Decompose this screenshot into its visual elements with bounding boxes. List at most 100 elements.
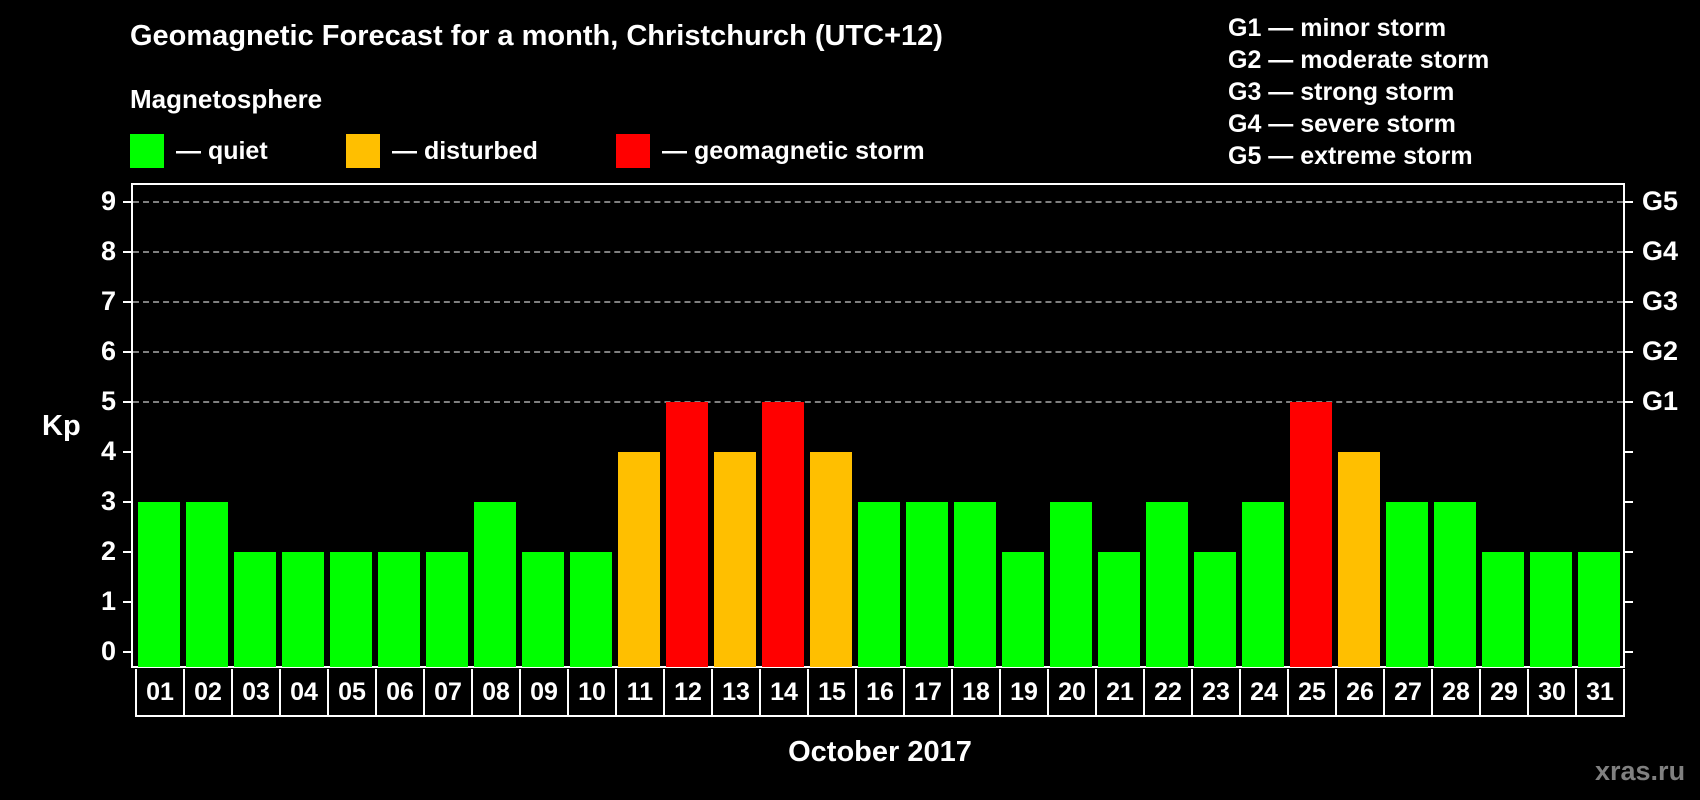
bar-02 [186,502,228,667]
bar-13 [714,452,756,667]
date-label: 27 [1385,669,1433,715]
date-label: 18 [953,669,1001,715]
y-tick-label: 8 [100,236,116,266]
bar-31 [1578,552,1620,667]
date-label: 04 [281,669,329,715]
legend-label: — disturbed [392,136,538,165]
bar-24 [1242,502,1284,667]
bar-16 [858,502,900,667]
date-label: 12 [665,669,713,715]
g1-legend: G1 — minor storm [1228,14,1447,42]
date-label: 05 [329,669,377,715]
legend-storm: — geomagnetic storm [616,134,925,168]
date-label: 09 [521,669,569,715]
date-label: 30 [1529,669,1577,715]
bar-22 [1146,502,1188,667]
bar-23 [1194,552,1236,667]
y-tick-label: 9 [100,186,116,216]
date-label: 08 [473,669,521,715]
bar-12 [666,402,708,667]
date-label: 26 [1337,669,1385,715]
legend-swatch-disturbed [346,134,380,168]
date-label: 10 [569,669,617,715]
g-scale-label: G2 [1642,336,1679,366]
date-label: 07 [425,669,473,715]
gridline [133,301,1623,303]
x-axis-label: October 2017 [788,736,972,768]
y-tick-right [1625,301,1633,303]
y-tick-right [1625,551,1633,553]
g2-legend: G2 — moderate storm [1228,46,1490,74]
y-tick-left [123,551,131,553]
date-label: 28 [1433,669,1481,715]
bar-29 [1482,552,1524,667]
g5-legend: G5 — extreme storm [1228,142,1473,170]
y-tick-right [1625,651,1633,653]
y-tick-left [123,401,131,403]
y-tick-left [123,501,131,503]
g-scale-label: G4 [1642,236,1679,266]
y-tick-right [1625,451,1633,453]
date-label: 01 [137,669,185,715]
bar-06 [378,552,420,667]
bar-21 [1098,552,1140,667]
bar-18 [954,502,996,667]
y-tick-right [1625,401,1633,403]
date-label: 14 [761,669,809,715]
gridline [133,251,1623,253]
g-scale-legend: G1 — minor storm G2 — moderate storm G3 … [1228,12,1489,172]
y-tick-label: 2 [100,536,116,566]
y-axis-label: Kp [42,410,81,442]
y-tick-left [123,351,131,353]
y-tick-left [123,651,131,653]
bar-17 [906,502,948,667]
date-label: 22 [1145,669,1193,715]
bar-28 [1434,502,1476,667]
gridline [133,401,1623,403]
g-scale-label: G1 [1642,386,1679,416]
date-label: 11 [617,669,665,715]
watermark: xras.ru [1595,756,1686,786]
date-label: 29 [1481,669,1529,715]
bar-25 [1290,402,1332,667]
y-tick-left [123,301,131,303]
bar-20 [1050,502,1092,667]
bar-09 [522,552,564,667]
bar-15 [810,452,852,667]
date-label: 21 [1097,669,1145,715]
gridline [133,201,1623,203]
g3-legend: G3 — strong storm [1228,78,1455,106]
bar-07 [426,552,468,667]
date-label: 31 [1577,669,1625,715]
date-label: 13 [713,669,761,715]
bar-30 [1530,552,1572,667]
legend-disturbed: — disturbed [346,134,538,168]
date-label: 03 [233,669,281,715]
legend-swatch-quiet [130,134,164,168]
bar-27 [1386,502,1428,667]
y-tick-left [123,451,131,453]
date-label: 16 [857,669,905,715]
y-tick-left [123,201,131,203]
date-label: 23 [1193,669,1241,715]
date-label: 15 [809,669,857,715]
legend-swatch-storm [616,134,650,168]
date-label: 20 [1049,669,1097,715]
legend-label: — geomagnetic storm [662,136,925,165]
bar-04 [282,552,324,667]
bar-01 [138,502,180,667]
date-label: 19 [1001,669,1049,715]
plot-area [131,183,1625,668]
y-tick-right [1625,501,1633,503]
y-tick-label: 5 [100,386,116,416]
date-label: 25 [1289,669,1337,715]
bar-11 [618,452,660,667]
bar-08 [474,502,516,667]
y-tick-label: 7 [100,286,116,316]
g-scale-label: G3 [1642,286,1679,316]
g-scale-label: G5 [1642,186,1679,216]
chart-subtitle: Magnetosphere [130,84,323,114]
date-label: 02 [185,669,233,715]
date-label: 06 [377,669,425,715]
g4-legend: G4 — severe storm [1228,110,1456,138]
